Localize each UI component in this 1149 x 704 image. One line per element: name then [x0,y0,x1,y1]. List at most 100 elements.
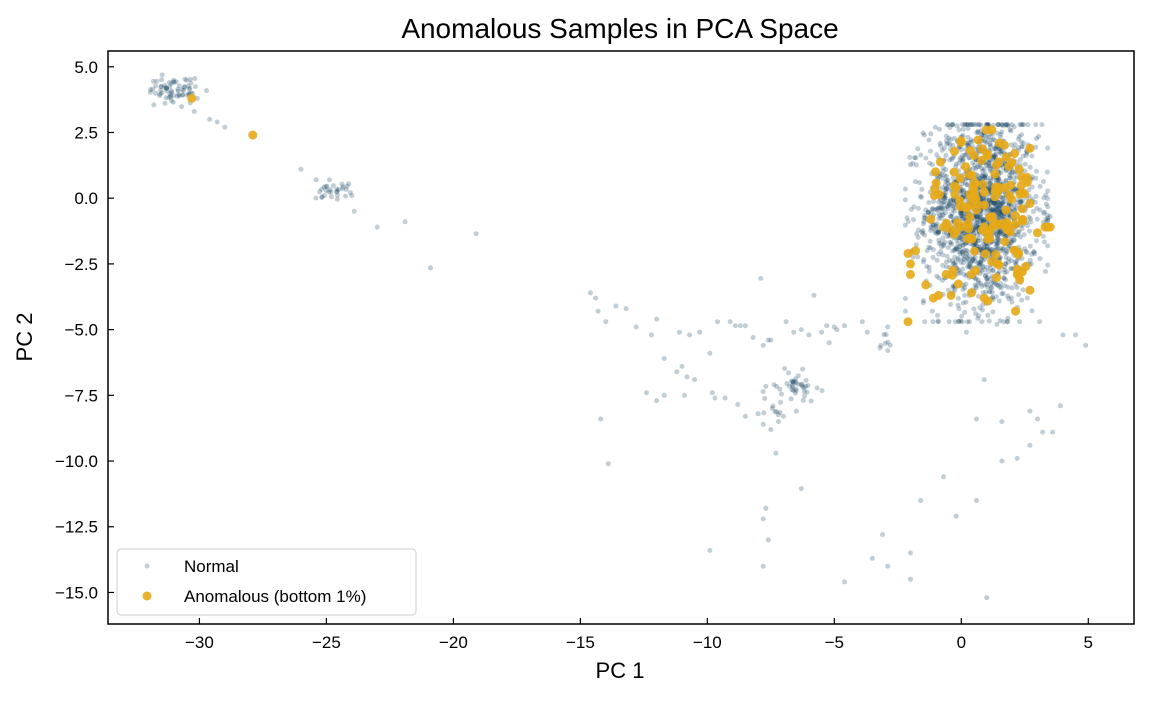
normal-point [943,152,949,158]
normal-point [935,312,941,318]
normal-point [1014,284,1020,290]
normal-point [938,172,944,177]
normal-point [937,213,943,219]
normal-point [883,332,889,338]
normal-point [798,382,804,388]
normal-point [956,318,962,324]
normal-point [950,284,956,290]
normal-point [935,205,941,211]
normal-point [977,218,983,224]
normal-point [964,255,970,261]
normal-point [885,324,891,330]
normal-point [795,373,801,379]
normal-point [974,164,980,170]
normal-point [777,386,783,392]
y-axis: 5.0 2.5 0.0 −2.5 −5.0 −7.5 −10.0 −12.5 −15.0 [55,58,114,602]
normal-point [962,122,968,128]
normal-point [950,142,956,148]
legend-marker-normal [144,563,150,569]
normal-point [916,180,922,186]
normal-point [473,231,479,237]
anomalous-point [1010,211,1020,221]
normal-point [996,269,1002,274]
anomalous-points [187,93,1055,327]
normal-point [998,131,1004,137]
normal-point [975,214,981,220]
normal-point [319,195,325,201]
normal-point [914,231,920,237]
normal-point [962,253,968,259]
normal-point [930,206,936,212]
normal-point [321,184,327,190]
normal-point [960,286,966,292]
normal-point [343,193,349,199]
normal-point [934,273,940,279]
normal-point [915,205,921,211]
normal-point [954,245,959,250]
anomalous-point [248,130,258,140]
normal-point [692,377,698,383]
normal-point [967,139,973,145]
normal-point [981,138,987,144]
normal-point [800,366,806,372]
normal-point [938,215,944,221]
normal-point [966,256,972,262]
normal-point [1005,123,1011,129]
normal-point [997,231,1003,237]
normal-point [962,122,968,128]
normal-point [983,289,989,295]
normal-point [985,274,991,280]
normal-point [908,576,913,582]
normal-point [908,162,913,168]
normal-point [782,366,788,371]
normal-point [973,166,979,172]
normal-point [1030,209,1036,214]
normal-point [982,272,988,278]
normal-point [164,86,170,92]
normal-point [1031,249,1037,255]
normal-point [958,190,964,196]
normal-point [1003,178,1009,184]
normal-point [881,332,887,337]
normal-point [800,397,806,403]
normal-point [918,152,924,158]
anomalous-point [965,212,975,222]
normal-point [947,157,953,163]
normal-point [1034,136,1039,141]
normal-point [951,198,957,204]
normal-point [1037,319,1043,325]
normal-point [984,162,989,168]
normal-point [920,230,926,236]
normal-point [643,390,649,396]
normal-point [959,313,965,319]
normal-point [979,319,985,325]
normal-point [963,299,969,305]
normal-point [951,247,957,253]
normal-point [1008,202,1014,208]
normal-point [938,143,944,149]
normal-point [941,474,946,480]
normal-point [970,165,976,171]
normal-point [1031,249,1037,255]
normal-point [972,282,978,288]
normal-point [1011,175,1017,181]
normal-point [957,244,963,250]
normal-point [999,201,1005,207]
anomalous-point [969,151,979,160]
y-tick-label: −2.5 [64,255,98,274]
normal-point [940,168,946,174]
normal-point [186,86,192,92]
normal-point [981,167,987,173]
normal-point [943,185,949,191]
normal-point [804,389,810,395]
normal-point [910,254,916,260]
normal-point [999,291,1005,297]
normal-point [877,345,883,351]
normal-point [928,148,933,154]
normal-point [925,210,931,216]
normal-point [1017,122,1023,128]
normal-point [1039,122,1045,128]
normal-point [954,246,960,252]
normal-point [774,384,780,389]
normal-point [1014,455,1020,461]
